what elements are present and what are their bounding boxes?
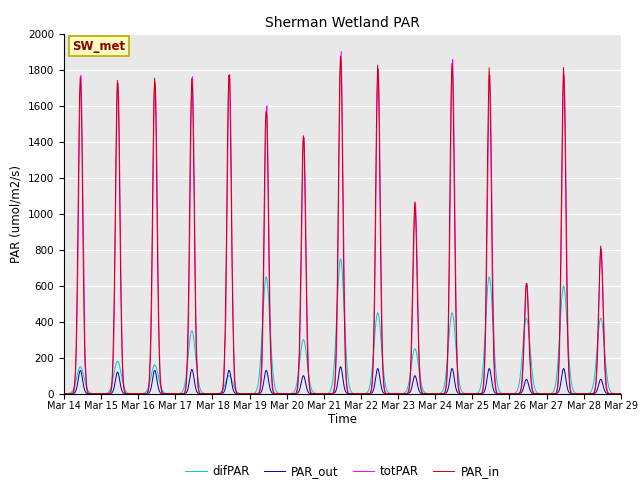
- PAR_in: [337, 53, 344, 59]
- X-axis label: Time: Time: [328, 413, 357, 426]
- totPAR: [60, 391, 68, 396]
- difPAR: [60, 391, 68, 396]
- PAR_in: [127, 391, 135, 396]
- PAR_out: [127, 391, 135, 396]
- Line: difPAR: difPAR: [64, 259, 621, 394]
- difPAR: [428, 391, 435, 396]
- Text: SW_met: SW_met: [72, 40, 125, 53]
- difPAR: [127, 391, 135, 396]
- totPAR: [184, 348, 192, 353]
- totPAR: [411, 208, 419, 214]
- Y-axis label: PAR (umol/m2/s): PAR (umol/m2/s): [10, 165, 22, 263]
- PAR_out: [70, 390, 78, 396]
- PAR_in: [428, 391, 435, 396]
- PAR_out: [617, 391, 625, 396]
- difPAR: [214, 391, 221, 396]
- Title: Sherman Wetland PAR: Sherman Wetland PAR: [265, 16, 420, 30]
- PAR_in: [60, 391, 68, 396]
- Line: PAR_in: PAR_in: [64, 56, 621, 394]
- totPAR: [70, 388, 78, 394]
- PAR_in: [70, 386, 78, 392]
- PAR_out: [214, 391, 221, 396]
- difPAR: [337, 256, 344, 262]
- PAR_in: [184, 327, 192, 333]
- difPAR: [70, 384, 78, 390]
- totPAR: [214, 391, 221, 396]
- Line: totPAR: totPAR: [64, 52, 621, 394]
- PAR_out: [428, 391, 435, 396]
- PAR_in: [214, 391, 221, 396]
- difPAR: [184, 356, 192, 362]
- PAR_out: [411, 373, 419, 379]
- PAR_out: [184, 386, 192, 392]
- PAR_in: [411, 199, 419, 205]
- PAR_out: [60, 391, 68, 396]
- totPAR: [428, 391, 435, 396]
- PAR_in: [617, 391, 625, 396]
- totPAR: [617, 391, 625, 396]
- totPAR: [337, 49, 345, 55]
- Legend: difPAR, PAR_out, totPAR, PAR_in: difPAR, PAR_out, totPAR, PAR_in: [180, 461, 504, 480]
- totPAR: [127, 391, 135, 396]
- Line: PAR_out: PAR_out: [64, 367, 621, 394]
- PAR_out: [337, 364, 344, 370]
- difPAR: [617, 391, 625, 396]
- difPAR: [411, 346, 419, 351]
